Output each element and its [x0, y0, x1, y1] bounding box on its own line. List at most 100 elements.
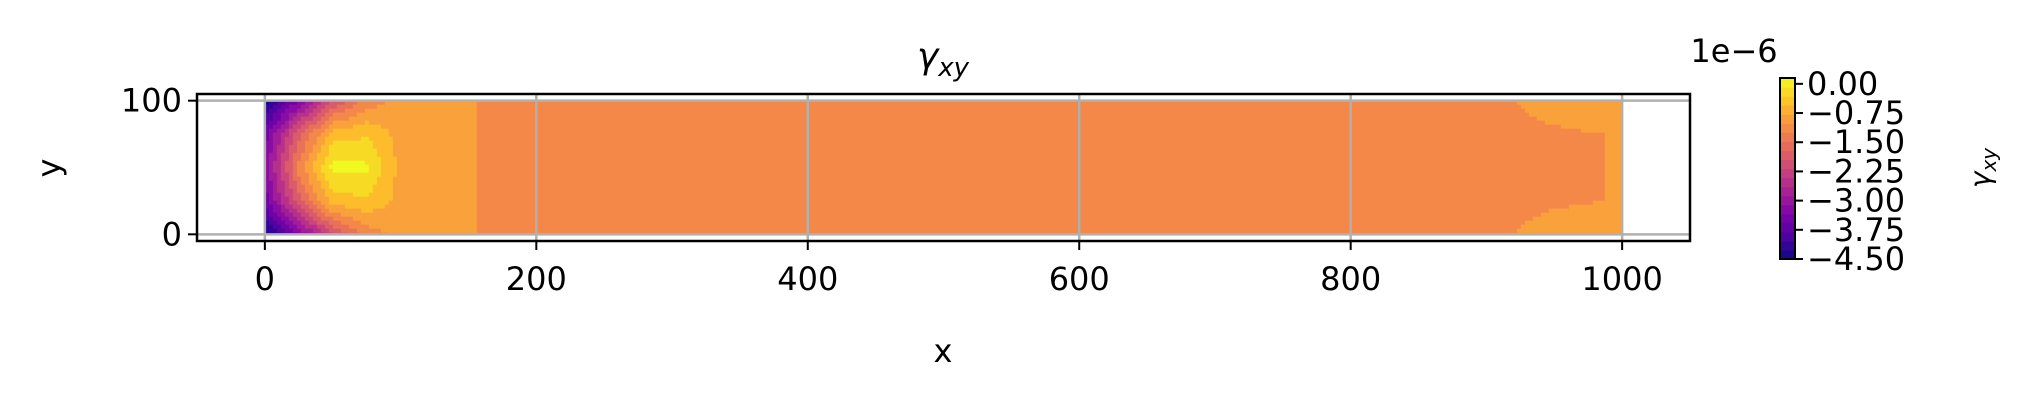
contour-cell [1148, 116, 1154, 122]
contour-cell [1428, 140, 1434, 146]
contour-cell [740, 140, 746, 146]
contour-cell [1592, 112, 1598, 118]
contour-cell [332, 124, 338, 130]
contour-cell [1192, 116, 1198, 122]
contour-cell [468, 124, 474, 130]
contour-cell [988, 128, 994, 134]
contour-cell [1568, 144, 1574, 150]
contour-cell [968, 152, 974, 158]
contour-cell [1604, 152, 1610, 158]
contour-cell [1312, 152, 1318, 158]
contour-cell [1060, 116, 1066, 122]
contour-cell [1252, 136, 1258, 142]
contour-cell [572, 112, 578, 118]
contour-cell [1380, 152, 1386, 158]
contour-cell [372, 104, 378, 110]
contour-cell [1612, 132, 1618, 138]
contour-cell [1052, 148, 1058, 154]
contour-cell [832, 108, 838, 114]
contour-cell [400, 144, 406, 150]
contour-cell [1264, 140, 1270, 146]
contour-cell [660, 152, 666, 158]
contour-cell [1540, 144, 1546, 150]
contour-cell [624, 140, 630, 146]
contour-cell [360, 136, 366, 142]
contour-cell [328, 148, 334, 154]
contour-cell [304, 132, 310, 138]
contour-cell [520, 136, 526, 142]
contour-cell [488, 132, 494, 138]
contour-cell [632, 108, 638, 114]
contour-cell [1404, 100, 1410, 106]
contour-cell [576, 116, 582, 122]
contour-cell [896, 148, 902, 154]
contour-cell [1596, 104, 1602, 110]
contour-cell [716, 136, 722, 142]
contour-cell [772, 104, 778, 110]
contour-cell [916, 120, 922, 126]
contour-cell [1212, 108, 1218, 114]
contour-cell [364, 152, 370, 158]
contour-cell [1180, 100, 1186, 106]
contour-cell [1292, 140, 1298, 146]
contour-cell [728, 148, 734, 154]
contour-cell [1324, 112, 1330, 118]
contour-cell [1324, 128, 1330, 134]
contour-cell [976, 116, 982, 122]
contour-cell [1116, 136, 1122, 142]
contour-cell [1440, 128, 1446, 134]
contour-cell [272, 132, 278, 138]
contour-cell [1596, 108, 1602, 114]
contour-cell [616, 128, 622, 134]
contour-cell [1312, 124, 1318, 130]
contour-cell [1312, 112, 1318, 118]
contour-cell [628, 128, 634, 134]
contour-cell [312, 120, 318, 126]
contour-cell [1172, 156, 1178, 162]
contour-cell [1252, 120, 1258, 126]
contour-cell [1528, 128, 1534, 134]
contour-cell [536, 140, 542, 146]
contour-cell [784, 112, 790, 118]
contour-cell [852, 148, 858, 154]
contour-cell [600, 104, 606, 110]
contour-cell [504, 124, 510, 130]
contour-cell [1496, 132, 1502, 138]
contour-cell [828, 144, 834, 150]
contour-cell [1408, 140, 1414, 146]
contour-cell [408, 128, 414, 134]
contour-cell [1608, 100, 1614, 106]
contour-cell [1540, 128, 1546, 134]
contour-cell [956, 104, 962, 110]
contour-cell [624, 128, 630, 134]
contour-cell [1368, 136, 1374, 142]
contour-cell [1424, 140, 1430, 146]
contour-cell [432, 104, 438, 110]
contour-cell [884, 152, 890, 158]
contour-cell [708, 144, 714, 150]
contour-cell [1328, 144, 1334, 150]
contour-cell [1304, 136, 1310, 142]
contour-cell [1064, 100, 1070, 106]
contour-cell [856, 140, 862, 146]
contour-cell [612, 116, 618, 122]
contour-cell [1456, 148, 1462, 154]
contour-cell [676, 140, 682, 146]
contour-cell [1544, 152, 1550, 158]
contour-cell [692, 144, 698, 150]
contour-cell [1204, 116, 1210, 122]
contour-cell [292, 108, 298, 114]
contour-cell [840, 156, 846, 162]
contour-cell [1484, 140, 1490, 146]
contour-cell [1372, 100, 1378, 106]
contour-cell [1468, 112, 1474, 118]
contour-cell [932, 148, 938, 154]
contour-cell [1308, 104, 1314, 110]
contour-cell [612, 108, 618, 114]
contour-cell [1452, 108, 1458, 114]
contour-cell [836, 156, 842, 162]
contour-cell [292, 120, 298, 126]
contour-cell [1416, 148, 1422, 154]
contour-cell [1084, 128, 1090, 134]
contour-cell [1608, 144, 1614, 150]
